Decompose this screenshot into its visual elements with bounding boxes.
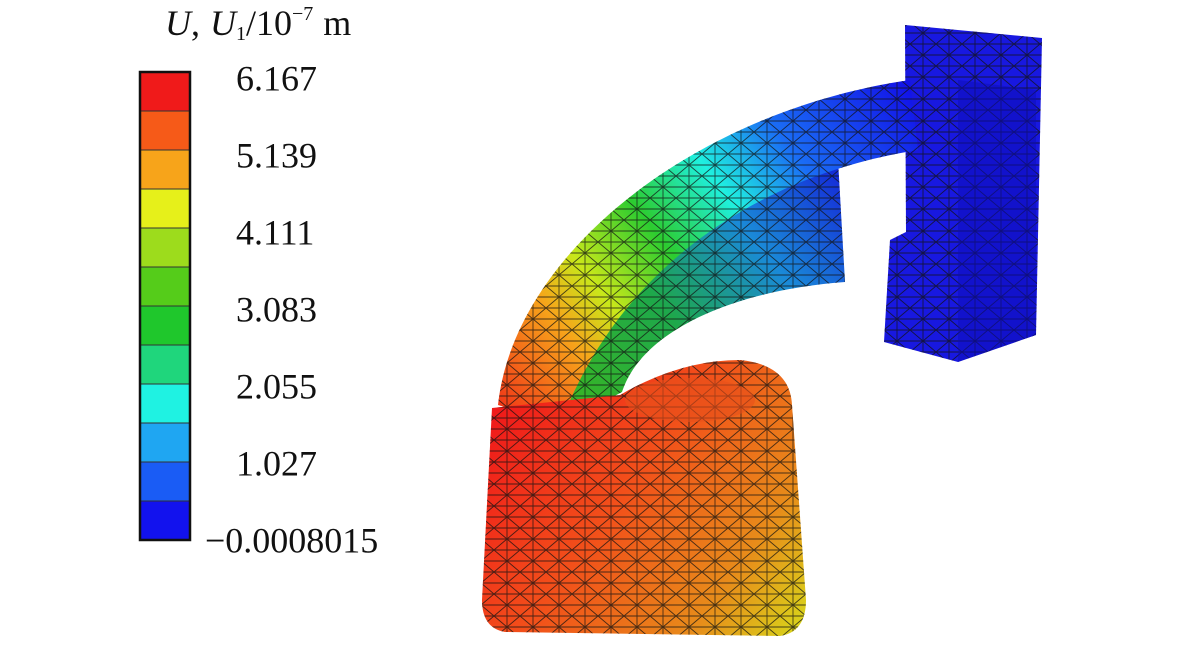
- color-band: [139, 383, 191, 424]
- color-band: [139, 422, 191, 463]
- legend-label: 4.111: [236, 212, 314, 252]
- title-subscript: 1: [236, 23, 246, 45]
- legend-label: 3.083: [236, 289, 317, 329]
- legend-label: 2.055: [236, 366, 317, 406]
- legend-label: −0.0008015: [205, 520, 378, 560]
- column-side: [958, 80, 1036, 362]
- color-band: [139, 71, 191, 112]
- base-mesh: [482, 360, 806, 636]
- legend-title: U, U1/10−7 m: [165, 3, 351, 45]
- fea-model: [482, 25, 1042, 636]
- legend: U, U1/10−7 m 6.1675.1394.1113.0832.0551.02…: [138, 3, 378, 560]
- color-band: [139, 266, 191, 307]
- title-symbol: U: [165, 3, 193, 43]
- color-band: [139, 227, 191, 268]
- arc-top-mesh: [498, 80, 918, 425]
- title-unit: m: [323, 3, 351, 43]
- title-separator: ,: [191, 3, 200, 43]
- color-band: [139, 305, 191, 346]
- base-top-highlight: [625, 378, 755, 422]
- title-exponent: −7: [292, 3, 313, 25]
- arc-inner-mesh: [560, 160, 845, 425]
- title-scale: /10: [246, 3, 292, 43]
- color-bar-frame: [138, 70, 192, 542]
- color-band: [139, 110, 191, 151]
- color-bar: [138, 70, 192, 542]
- color-band: [139, 500, 191, 541]
- legend-label: 5.139: [236, 135, 317, 175]
- legend-label: 6.167: [236, 58, 317, 98]
- color-band: [139, 149, 191, 190]
- color-band: [139, 344, 191, 385]
- title-symbol: U: [210, 3, 238, 43]
- color-band: [139, 188, 191, 229]
- color-bar-labels: 6.167 5.139 4.111 3.083 2.055 1.027 −0.0008015: [205, 58, 378, 560]
- color-band: [139, 461, 191, 502]
- legend-label: 1.027: [236, 443, 317, 483]
